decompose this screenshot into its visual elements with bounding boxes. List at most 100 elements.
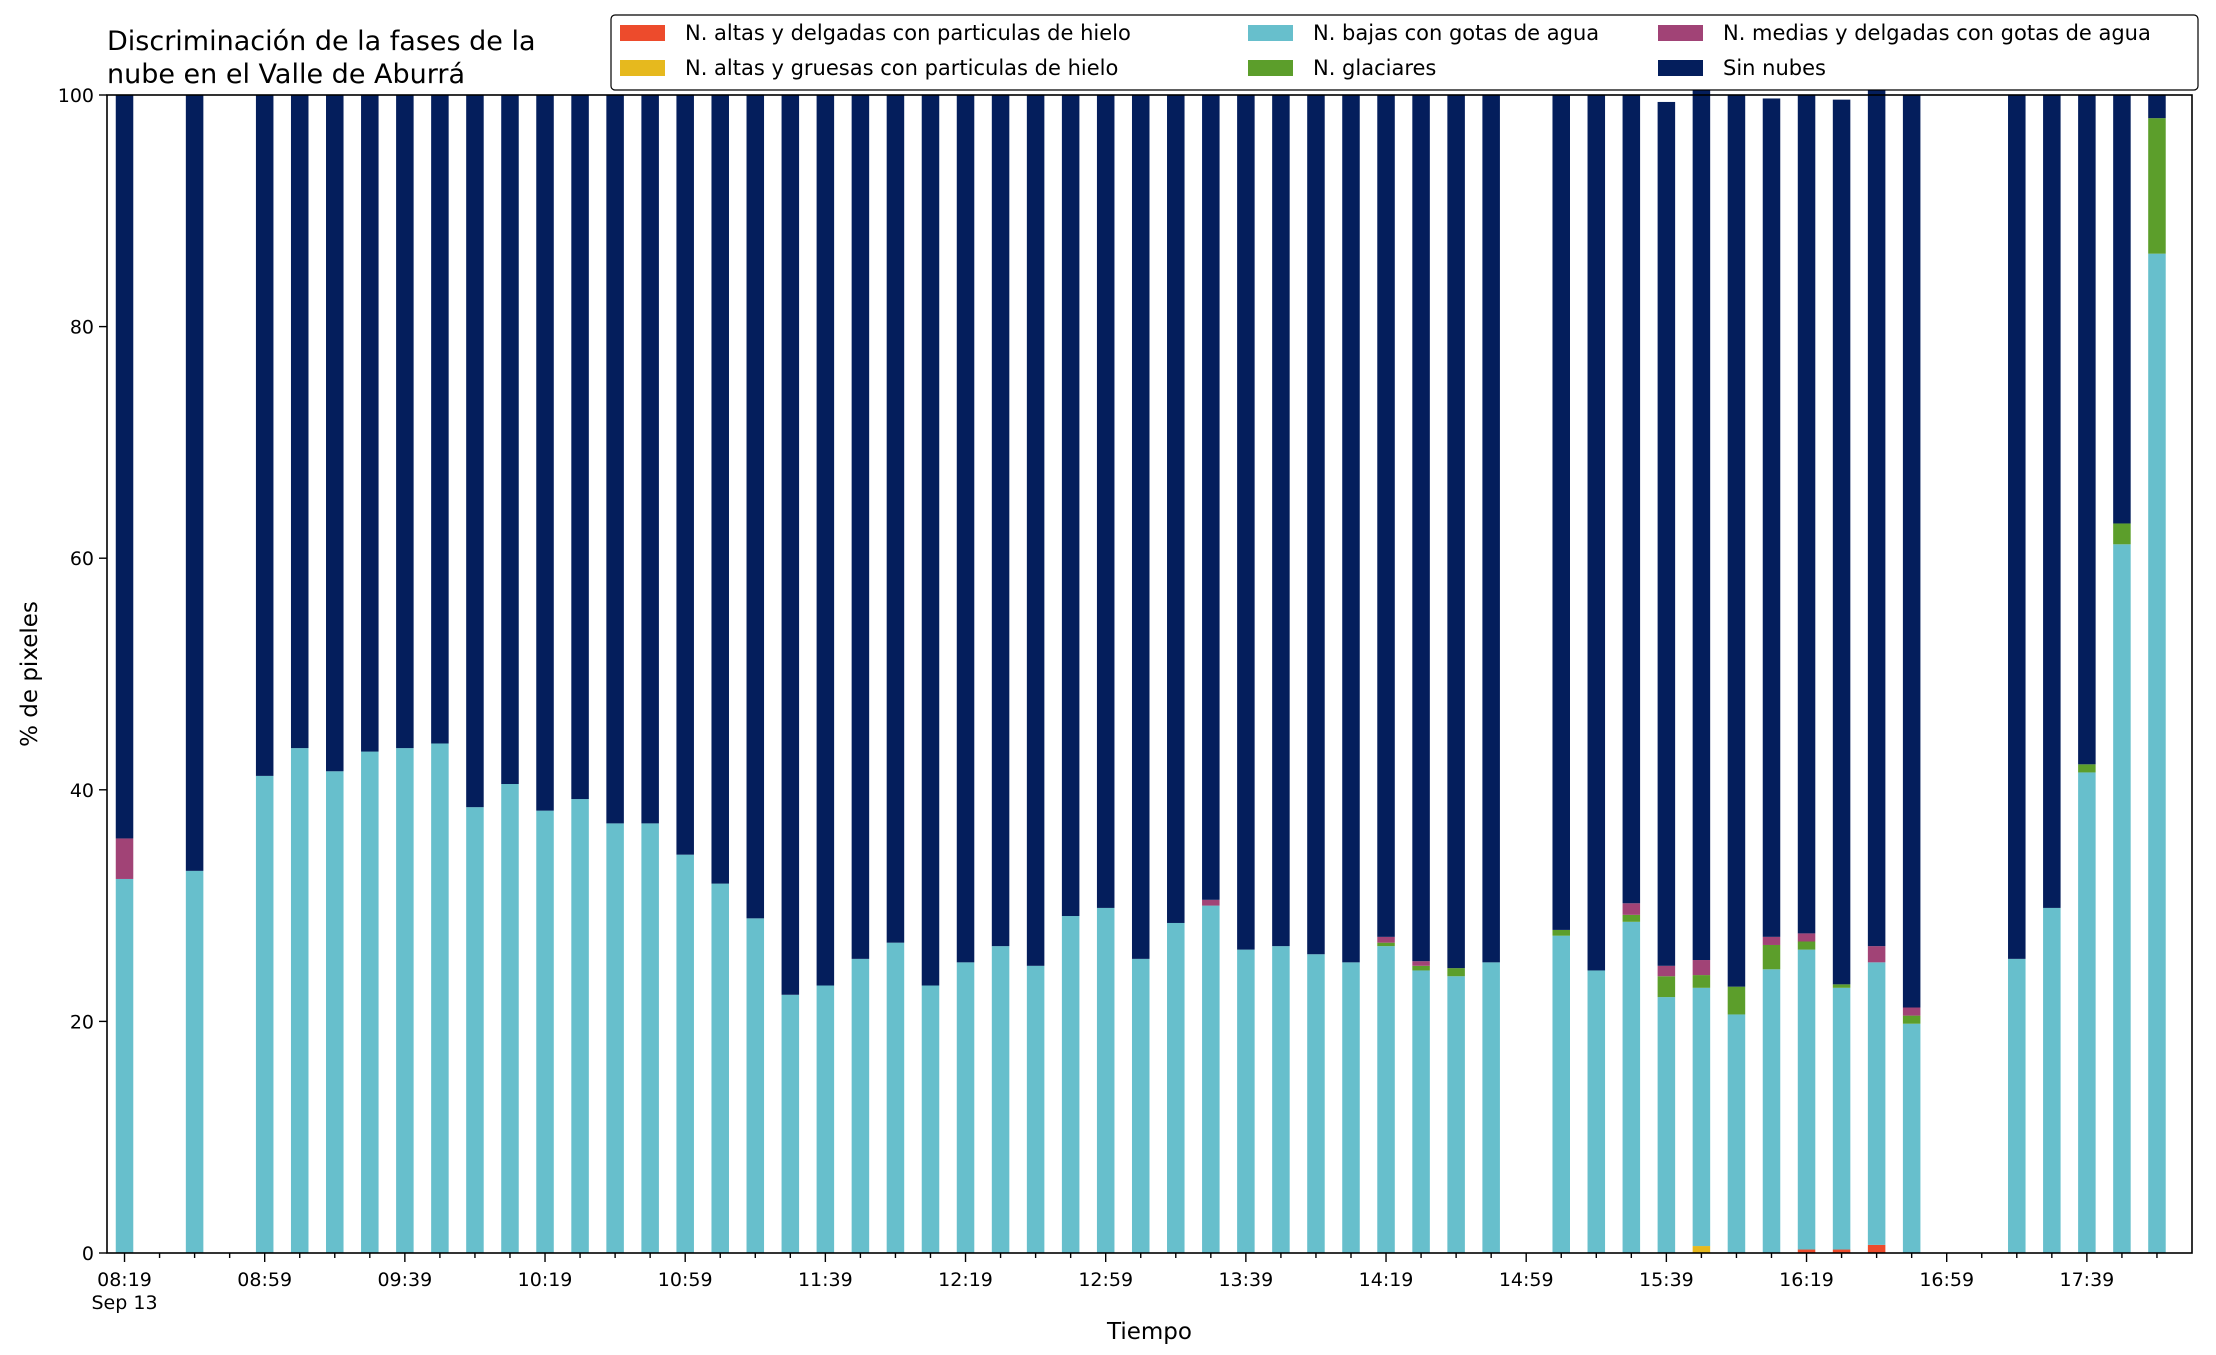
bar-segment-51-series-2	[1902, 1023, 1921, 1253]
bar-segment-43-series-3	[1622, 914, 1641, 922]
y-tick-label: 40	[70, 780, 94, 802]
bar-segment-47-series-3	[1762, 944, 1781, 970]
bar-segment-18-series-5	[746, 95, 765, 919]
legend-entry: N. altas y gruesas con particulas de hie…	[685, 56, 1118, 80]
bar-segment-21-series-2	[851, 958, 870, 1253]
bar-segment-50-series-4	[1867, 946, 1886, 963]
bar-segment-0-series-5	[115, 95, 134, 839]
bar-segment-23-series-2	[921, 985, 940, 1253]
bar-segment-25-series-5	[991, 95, 1010, 947]
bar-segment-22-series-5	[886, 95, 905, 943]
bar-segment-26-series-2	[1026, 965, 1045, 1253]
bar-segment-41-series-2	[1552, 935, 1570, 1253]
bar-segment-19-series-5	[781, 95, 800, 995]
legend-swatch	[1248, 60, 1293, 76]
bar-segment-32-series-5	[1237, 95, 1255, 950]
bar-segment-54-series-5	[2008, 95, 2026, 959]
x-tick-label: 14:59	[1499, 1269, 1554, 1291]
bar-segment-12-series-2	[536, 810, 554, 1253]
bar-segment-55-series-2	[2043, 907, 2061, 1253]
bar-segment-36-series-2	[1377, 946, 1395, 1253]
bar-segment-24-series-2	[956, 962, 975, 1253]
bar-segment-46-series-2	[1727, 1014, 1746, 1253]
bar-segment-23-series-5	[921, 95, 940, 986]
x-tick-label: 14:19	[1359, 1269, 1414, 1291]
bar-segment-5-series-2	[290, 748, 309, 1253]
bar-segment-24-series-5	[956, 95, 975, 963]
legend: N. altas y delgadas con particulas de hi…	[610, 14, 2199, 91]
bar-segment-26-series-5	[1026, 95, 1045, 966]
bar-segment-15-series-2	[641, 823, 659, 1253]
bar-segment-10-series-2	[466, 807, 484, 1253]
bar-segment-45-series-2	[1692, 987, 1711, 1247]
bar-segment-12-series-5	[536, 95, 554, 811]
bar-segment-58-series-2	[2148, 253, 2166, 1253]
legend-swatch	[1658, 60, 1703, 76]
x-tick-sublabel: Sep 13	[92, 1292, 158, 1314]
bar-segment-48-series-5	[1797, 95, 1816, 934]
bar-segment-39-series-5	[1482, 95, 1500, 963]
bar-segment-6-series-5	[326, 95, 344, 772]
bar-segment-33-series-5	[1272, 95, 1290, 947]
bar-segment-28-series-2	[1096, 907, 1115, 1253]
y-axis: 0 20 40 60 80 100	[58, 85, 107, 1265]
bar-segment-51-series-5	[1902, 95, 1921, 1008]
x-tick-label: 08:59	[237, 1269, 292, 1291]
bar-segment-36-series-3	[1377, 942, 1395, 947]
bar-segment-8-series-2	[396, 748, 414, 1253]
bar-segment-18-series-2	[746, 918, 765, 1253]
bar-segment-31-series-2	[1202, 905, 1220, 1253]
bar-segment-39-series-2	[1482, 962, 1500, 1253]
bar-segment-38-series-3	[1447, 968, 1465, 977]
bar-segment-42-series-2	[1587, 970, 1606, 1253]
bar-segment-38-series-5	[1447, 95, 1465, 969]
legend-swatch	[1248, 25, 1293, 41]
bar-segment-21-series-5	[851, 95, 870, 959]
bar-segment-54-series-2	[2008, 958, 2026, 1253]
bar-segment-45-series-4	[1692, 960, 1711, 976]
bar-segment-56-series-3	[2078, 764, 2096, 773]
bar-segment-9-series-2	[431, 743, 449, 1253]
bar-segment-57-series-3	[2113, 523, 2131, 545]
x-axis: 08:19 08:59 09:39 10:19 10:59 11:39 12:19 12:59…	[92, 1253, 2158, 1314]
legend-entry: N. altas y delgadas con particulas de hi…	[685, 21, 1131, 45]
bar-segment-0-series-4	[115, 838, 134, 879]
y-tick-label: 80	[70, 317, 94, 339]
bar-segment-44-series-4	[1657, 965, 1676, 977]
bars-layer	[115, 78, 2166, 1253]
bar-segment-44-series-3	[1657, 976, 1676, 998]
bar-segment-10-series-5	[466, 95, 484, 808]
bar-segment-55-series-5	[2043, 95, 2061, 908]
bar-segment-44-series-2	[1657, 997, 1676, 1253]
bar-segment-57-series-2	[2113, 544, 2131, 1253]
bar-segment-4-series-5	[255, 95, 274, 776]
bar-segment-0-series-2	[115, 878, 134, 1253]
bar-segment-48-series-4	[1797, 933, 1816, 942]
bar-segment-28-series-5	[1096, 95, 1115, 908]
bar-segment-46-series-3	[1727, 986, 1746, 1015]
bar-segment-5-series-5	[290, 95, 309, 749]
bar-segment-35-series-5	[1342, 95, 1360, 963]
bar-segment-56-series-2	[2078, 772, 2096, 1253]
x-tick-label: 16:19	[1779, 1269, 1834, 1291]
bar-segment-31-series-5	[1202, 95, 1220, 900]
bar-segment-35-series-2	[1342, 962, 1360, 1253]
y-tick-label: 0	[82, 1243, 94, 1265]
bar-segment-57-series-5	[2113, 95, 2131, 524]
bar-segment-13-series-5	[571, 95, 589, 800]
bar-segment-43-series-2	[1622, 921, 1641, 1253]
legend-entry: N. glaciares	[1313, 56, 1436, 80]
bar-segment-45-series-1	[1692, 1246, 1711, 1253]
bar-segment-14-series-2	[606, 823, 624, 1253]
bar-segment-15-series-5	[641, 95, 659, 824]
bar-segment-17-series-2	[711, 883, 729, 1253]
bar-segment-20-series-5	[816, 95, 835, 986]
bar-segment-49-series-3	[1832, 984, 1851, 988]
x-tick-label: 11:39	[798, 1269, 853, 1291]
bar-segment-19-series-2	[781, 994, 800, 1253]
y-tick-label: 20	[70, 1011, 94, 1033]
bar-segment-14-series-5	[606, 95, 624, 824]
bar-segment-20-series-2	[816, 985, 835, 1253]
bar-segment-34-series-2	[1307, 954, 1325, 1253]
x-tick-label: 13:39	[1218, 1269, 1273, 1291]
